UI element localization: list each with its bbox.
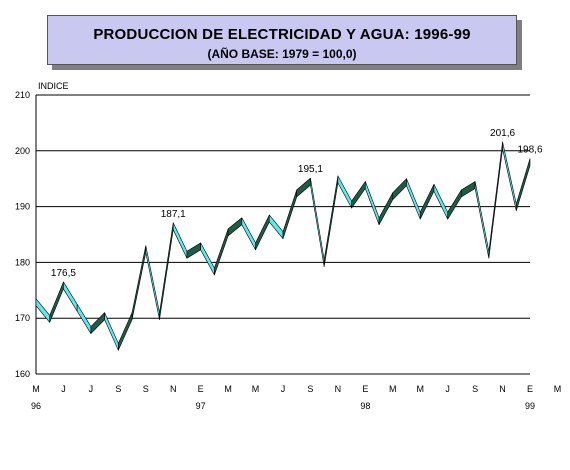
series-segment: [419, 183, 435, 220]
x-tick-label: M: [32, 384, 40, 394]
x-tick-label: N: [170, 384, 177, 394]
data-label: 187,1: [161, 209, 186, 220]
data-label: 201,6: [490, 128, 515, 139]
chart-subtitle: (AÑO BASE: 1979 = 100,0): [207, 47, 357, 61]
y-tick-label: 200: [15, 146, 30, 156]
series-segment: [35, 298, 51, 323]
year-label: 99: [525, 401, 535, 411]
series-segment: [447, 189, 462, 220]
gridlines: [35, 94, 530, 375]
year-label: 96: [31, 401, 41, 411]
series-segment: [337, 175, 352, 209]
x-tick-label: M: [416, 384, 424, 394]
series-segment: [310, 177, 325, 267]
series-segment: [227, 217, 243, 237]
y-tick-label: 160: [15, 369, 30, 379]
series-segment: [474, 181, 490, 259]
y-tick-label: 170: [15, 313, 30, 323]
x-tick-label: N: [335, 384, 342, 394]
x-tick-label: S: [307, 384, 313, 394]
x-tick-label: S: [115, 384, 121, 394]
series-segment: [378, 192, 394, 226]
series-segment: [255, 214, 270, 251]
data-series: [35, 141, 531, 351]
series-segment: [145, 245, 160, 320]
series-segment: [365, 181, 380, 226]
series-segment: [296, 177, 311, 198]
x-tick-label: J: [281, 384, 286, 394]
series-segment: [268, 214, 284, 240]
series-segment: [282, 189, 298, 240]
x-tick-label: S: [472, 384, 478, 394]
x-tick-label: S: [143, 384, 149, 394]
x-tick-labels: MJJSSNEMMJSNEMMJSNEMM96979899: [31, 384, 562, 411]
x-tick-label: M: [554, 384, 562, 394]
series-segment: [433, 183, 448, 220]
x-tick-label: M: [389, 384, 397, 394]
series-segment: [186, 242, 201, 259]
series-segment: [200, 242, 215, 276]
x-tick-label: E: [362, 384, 368, 394]
series-segment: [131, 245, 147, 320]
x-tick-label: E: [527, 384, 533, 394]
data-label: 198,6: [517, 145, 542, 156]
series-segment: [323, 175, 339, 267]
x-tick-label: M: [252, 384, 260, 394]
y-tick-label: 180: [15, 257, 30, 267]
series-segment: [392, 178, 407, 200]
title-box: PRODUCCION DE ELECTRICIDAD Y AGUA: 1996-…: [47, 15, 517, 65]
x-tick-label: N: [499, 384, 506, 394]
x-tick-label: M: [224, 384, 232, 394]
chart-title: PRODUCCION DE ELECTRICIDAD Y AGUA: 1996-…: [93, 26, 471, 43]
year-label: 97: [196, 401, 206, 411]
y-axis-label: INDICE: [38, 81, 69, 91]
series-segment: [461, 181, 476, 198]
year-label: 98: [360, 401, 370, 411]
y-tick-labels: 160 170 180 190 200 210: [15, 90, 30, 379]
x-tick-label: J: [445, 384, 450, 394]
y-tick-label: 210: [15, 90, 30, 100]
series-segment: [90, 312, 105, 334]
data-label: 195,1: [298, 164, 323, 175]
series-segment: [406, 178, 421, 220]
series-segment: [172, 222, 188, 259]
data-label: 176,5: [51, 268, 76, 279]
series-segment: [63, 281, 78, 312]
x-tick-label: J: [61, 384, 66, 394]
x-tick-label: J: [89, 384, 94, 394]
series-segment: [76, 303, 92, 334]
series-segment: [159, 222, 174, 320]
series-segment: [241, 217, 256, 251]
y-tick-label: 190: [15, 202, 30, 212]
x-tick-label: E: [198, 384, 204, 394]
series-segment: [351, 181, 366, 209]
series-segment: [488, 141, 503, 259]
series-segment: [502, 141, 517, 212]
series-segment: [515, 158, 531, 212]
series-segment: [49, 281, 64, 323]
series-segment: [214, 228, 229, 276]
